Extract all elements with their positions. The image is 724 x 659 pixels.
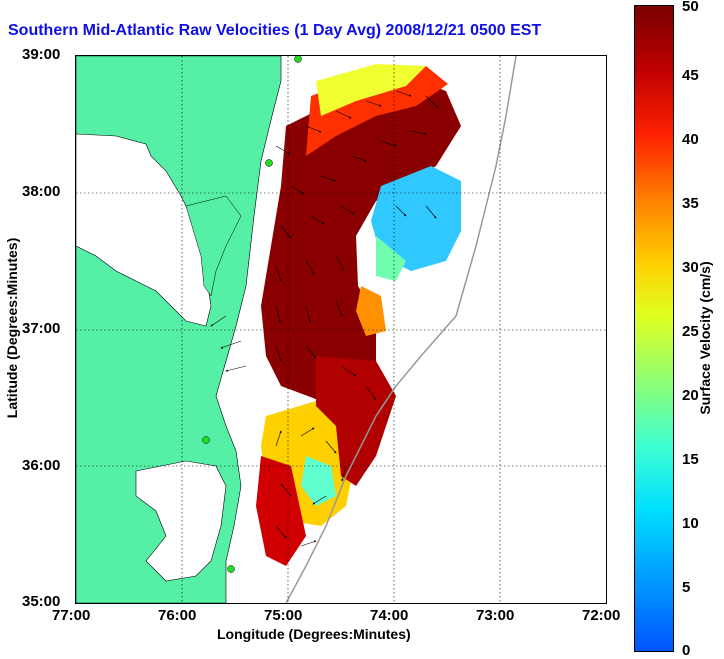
radar-station-marker[interactable] xyxy=(202,436,210,444)
velocity-colorbar xyxy=(634,5,674,652)
colorbar-title: Surface Velocity (cm/s) xyxy=(697,261,713,415)
y-tick-label: 36:00 xyxy=(22,457,61,474)
x-tick-label: 74:00 xyxy=(370,607,409,624)
colorbar-tick-label: 40 xyxy=(682,131,699,148)
colorbar-tick-label: 20 xyxy=(682,387,699,404)
velocity-arrows xyxy=(210,90,439,547)
y-tick-label: 39:00 xyxy=(22,46,61,63)
map-svg xyxy=(76,56,606,603)
colorbar-tick-label: 25 xyxy=(682,323,699,340)
chesapeake-bay xyxy=(76,133,212,327)
x-tick-label: 75:00 xyxy=(264,607,303,624)
colorbar-tick-label: 35 xyxy=(682,195,699,212)
radar-station-marker[interactable] xyxy=(265,159,273,167)
y-axis-title: Latitude (Degrees:Minutes) xyxy=(4,237,20,419)
colorbar-tick-label: 45 xyxy=(682,67,699,84)
radar-station-marker[interactable] xyxy=(294,56,302,63)
radar-station-marker[interactable] xyxy=(227,565,235,573)
x-tick-label: 76:00 xyxy=(158,607,197,624)
y-tick-label: 35:00 xyxy=(22,593,61,610)
colorbar-tick-label: 30 xyxy=(682,259,699,276)
colorbar-tick-label: 15 xyxy=(682,451,699,468)
x-tick-label: 73:00 xyxy=(476,607,515,624)
colorbar-tick-label: 10 xyxy=(682,515,699,532)
colorbar-tick-label: 0 xyxy=(682,642,691,659)
colorbar-tick-label: 5 xyxy=(682,579,691,596)
y-tick-label: 37:00 xyxy=(22,320,61,337)
x-tick-label: 72:00 xyxy=(582,607,621,624)
y-tick-label: 38:00 xyxy=(22,183,61,200)
map-title: Southern Mid-Atlantic Raw Velocities (1 … xyxy=(8,22,542,39)
velocity-field xyxy=(256,64,461,566)
isobath-contour xyxy=(285,56,517,603)
velocity-map[interactable] xyxy=(75,55,607,604)
x-axis-title: Longitude (Degrees:Minutes) xyxy=(217,626,411,642)
graticule-grid xyxy=(76,56,606,603)
colorbar-tick-label: 50 xyxy=(682,0,699,15)
bay-island xyxy=(185,195,242,297)
x-tick-label: 77:00 xyxy=(52,607,91,624)
